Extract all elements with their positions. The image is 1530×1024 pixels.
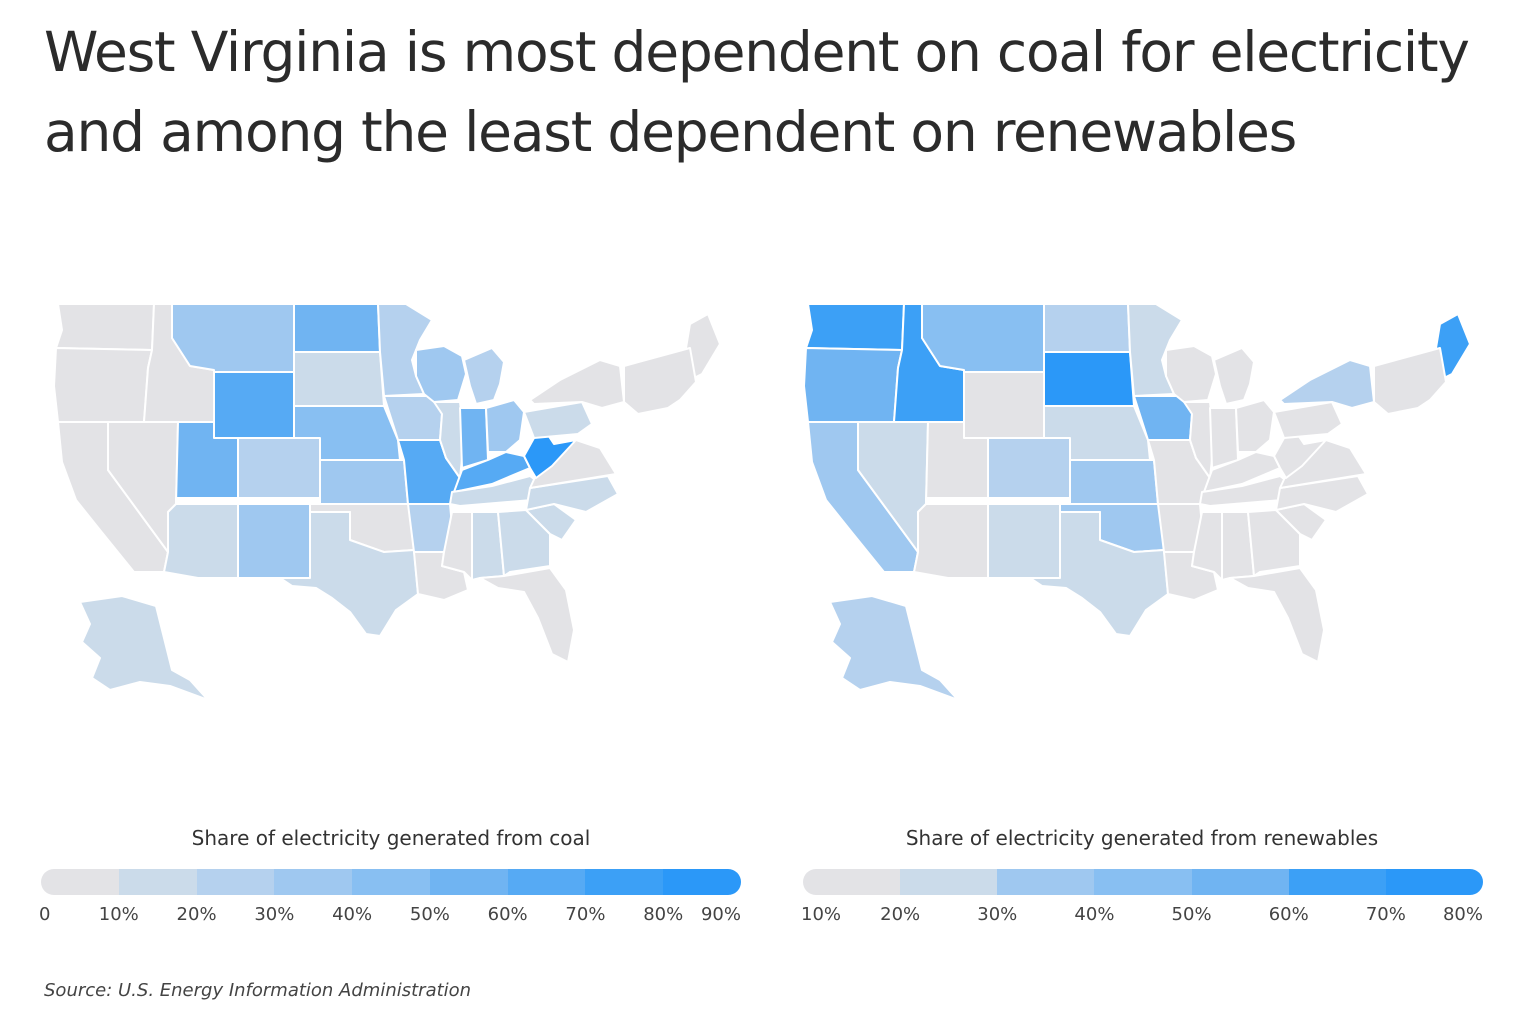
legend-segment xyxy=(429,869,508,895)
state-wy xyxy=(213,371,295,439)
state-nm xyxy=(987,503,1061,579)
state-in xyxy=(459,407,489,469)
state-ks xyxy=(319,459,409,505)
state-ny xyxy=(1279,359,1375,409)
legend-tick-label: 20% xyxy=(176,904,217,925)
legend-tick-label: 0 xyxy=(39,904,51,925)
state-co xyxy=(237,437,321,499)
state-wa xyxy=(805,303,905,351)
state-ak xyxy=(79,595,209,701)
legend-tick-label: 80% xyxy=(1442,904,1483,925)
state-nd xyxy=(1043,303,1131,353)
legend-segment xyxy=(274,869,353,895)
legend-segment xyxy=(1385,869,1483,895)
state-in xyxy=(1209,407,1239,469)
legend-segment xyxy=(1288,869,1386,895)
legend-tick-label: 40% xyxy=(1074,904,1115,925)
legend-tick-label: 30% xyxy=(977,904,1018,925)
chart-title: West Virginia is most dependent on coal … xyxy=(44,12,1514,172)
state-ak xyxy=(829,595,959,701)
state-or xyxy=(53,347,153,423)
state-wy xyxy=(963,371,1045,439)
state-wa xyxy=(55,303,155,351)
source-note: Source: U.S. Energy Information Administ… xyxy=(44,980,472,1001)
state-ne-states xyxy=(623,347,697,415)
state-sd xyxy=(1043,351,1135,407)
state-mi xyxy=(1213,347,1255,405)
state-az xyxy=(913,503,989,579)
state-mt xyxy=(921,303,1045,373)
legend-tick-label: 70% xyxy=(1365,904,1406,925)
legend-tick-label: 50% xyxy=(1171,904,1212,925)
state-sd xyxy=(293,351,385,407)
legend-segment xyxy=(1191,869,1289,895)
state-mn xyxy=(377,303,433,397)
state-tx xyxy=(279,511,419,637)
coal-map-svg xyxy=(53,303,721,701)
state-wi xyxy=(415,345,467,403)
coal-legend-title: Share of electricity generated from coal xyxy=(191,826,591,850)
state-fl xyxy=(1229,567,1325,663)
state-ny xyxy=(529,359,625,409)
state-oh xyxy=(1235,399,1275,453)
legend-tick-label: 10% xyxy=(98,904,139,925)
legend-tick-label: 10% xyxy=(801,904,842,925)
renewables-legend-title: Share of electricity generated from rene… xyxy=(905,826,1379,850)
state-tx xyxy=(1029,511,1169,637)
coal-legend-bar xyxy=(41,869,741,895)
title-line-1: West Virginia is most dependent on coal … xyxy=(44,20,1470,84)
state-mn xyxy=(1127,303,1183,397)
state-ne-states xyxy=(1373,347,1447,415)
legend-tick-label: 60% xyxy=(1268,904,1309,925)
renewables-share-map xyxy=(790,290,1490,730)
state-fl xyxy=(479,567,575,663)
legend-segment xyxy=(196,869,275,895)
legend-tick-label: 30% xyxy=(254,904,295,925)
legend-tick-label: 40% xyxy=(332,904,373,925)
legend-tick-label: 70% xyxy=(565,904,606,925)
state-nm xyxy=(237,503,311,579)
legend-segment xyxy=(41,869,119,895)
renewables-map-svg xyxy=(803,303,1471,701)
legend-segment xyxy=(507,869,586,895)
legend-segment xyxy=(585,869,664,895)
coal-share-map xyxy=(40,290,740,730)
legend-tick-label: 60% xyxy=(487,904,528,925)
legend-segment xyxy=(900,869,998,895)
renewables-legend-bar xyxy=(803,869,1483,895)
state-pa xyxy=(523,401,593,439)
state-az xyxy=(163,503,239,579)
legend-tick-label: 20% xyxy=(880,904,921,925)
state-mi xyxy=(463,347,505,405)
legend-segment xyxy=(663,869,741,895)
coal-legend-ticks: 0 10% 20% 30% 40% 50% 60% 70% 80% 90% xyxy=(39,904,741,930)
renewables-legend-ticks: 10% 20% 30% 40% 50% 60% 70% 80% xyxy=(801,904,1483,930)
state-nd xyxy=(293,303,381,353)
state-wi xyxy=(1165,345,1217,403)
state-oh xyxy=(485,399,525,453)
state-or xyxy=(803,347,903,423)
title-line-2: and among the least dependent on renewab… xyxy=(44,100,1297,164)
state-pa xyxy=(1273,401,1343,439)
state-co xyxy=(987,437,1071,499)
state-mt xyxy=(171,303,295,373)
legend-tick-label: 50% xyxy=(409,904,450,925)
legend-tick-label: 80% xyxy=(643,904,684,925)
legend-segment xyxy=(118,869,197,895)
legend-segment xyxy=(1094,869,1192,895)
legend-segment xyxy=(803,869,901,895)
state-ks xyxy=(1069,459,1159,505)
legend-segment xyxy=(352,869,430,895)
legend-segment xyxy=(997,869,1095,895)
legend-tick-label: 90% xyxy=(700,904,741,925)
